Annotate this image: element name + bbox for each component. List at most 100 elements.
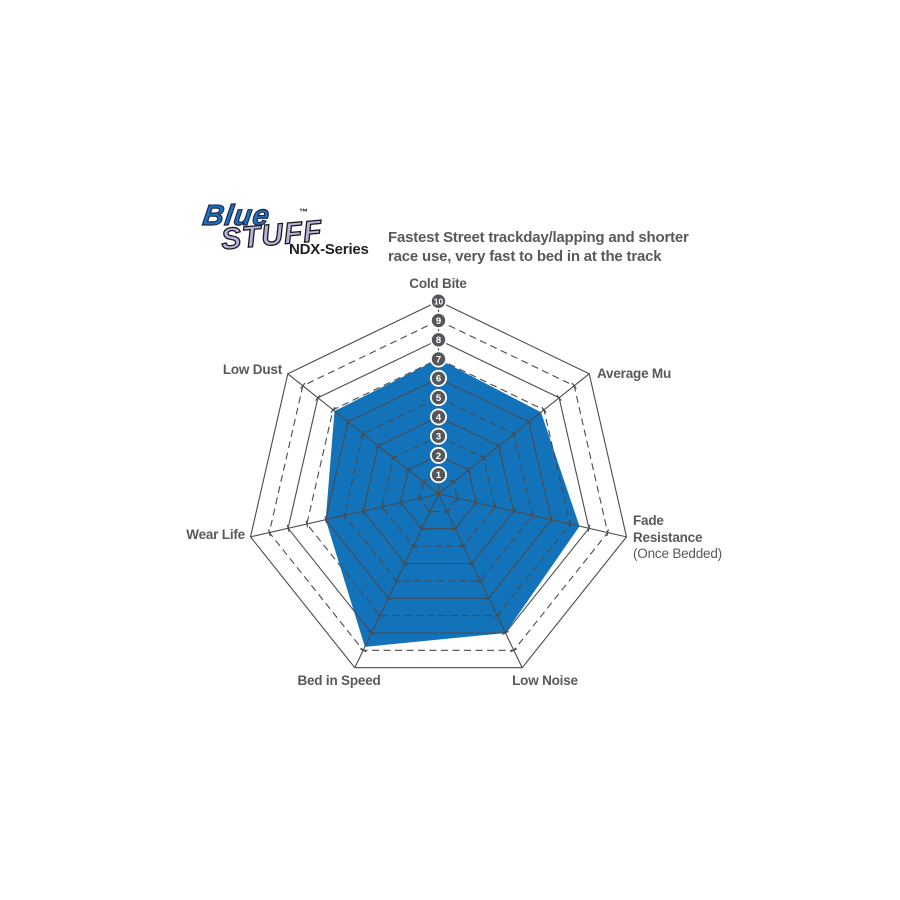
scale-badge-2: [429, 446, 447, 464]
grid-ring-10: [249, 300, 628, 669]
scale-badge-label: 1: [436, 470, 442, 481]
axis-tick: [410, 544, 417, 549]
axis-tick: [526, 418, 532, 425]
axis-tick: [315, 394, 321, 401]
axis-sublabel: (Once Bedded): [633, 546, 722, 561]
grid-ring-4: [362, 416, 515, 565]
axis-label-cold-bite: Cold Bite: [409, 276, 467, 293]
scale-badge-label: 3: [436, 432, 441, 443]
grid-ring-8: [287, 339, 590, 634]
scale-badge-label: 6: [436, 374, 441, 385]
axis-tick: [541, 406, 547, 413]
axis-tick: [343, 511, 346, 520]
axis-tick: [268, 529, 271, 537]
product-description: Fastest Street trackday/lapping and shor…: [388, 229, 689, 265]
axis-tick: [531, 511, 534, 520]
axis-label-text: Average Mu: [597, 366, 672, 381]
axis-tick: [405, 466, 411, 474]
axis-tick: [368, 630, 375, 635]
axis-tick: [493, 503, 497, 511]
axis-tick: [606, 529, 609, 537]
axis-tick: [443, 509, 451, 514]
grid-ring-9: [268, 319, 609, 651]
scale-badge-label: 9: [436, 316, 441, 327]
scale-badge-5: [429, 389, 447, 407]
grid-ring-1: [419, 474, 458, 512]
scale-badge-label: 2: [436, 451, 441, 462]
scale-badge-4: [429, 408, 447, 426]
scale-badge-3: [429, 427, 447, 445]
axis-tick: [476, 578, 484, 583]
axis-tick: [568, 520, 572, 528]
axis-tick: [485, 596, 493, 601]
axis-tick: [401, 561, 409, 566]
axis-tick: [380, 503, 384, 511]
grid-ring-5: [343, 396, 534, 582]
axis-tick: [587, 524, 591, 532]
scale-badge-label: 10: [434, 297, 444, 307]
scale-badge-label: 5: [436, 393, 442, 404]
axis-tick: [286, 524, 290, 532]
trademark-icon: ™: [299, 207, 308, 217]
axis-label-average-mu: Average Mu: [597, 366, 671, 383]
axis-tick: [426, 509, 434, 514]
axis-tick: [418, 526, 426, 531]
axis-tick: [511, 430, 517, 437]
axis-label-wear-life: Wear Life: [186, 527, 245, 544]
scale-badge-10: [429, 292, 447, 310]
axis-tick: [305, 520, 309, 528]
grid-ring-7: [306, 358, 571, 617]
axis-tick: [384, 596, 392, 601]
axis-tick: [390, 454, 396, 462]
scale-badge-6: [429, 369, 447, 387]
axis-tick: [399, 499, 403, 507]
axis-label-fade-resistance: Fade Resistance (Once Bedded): [633, 513, 722, 563]
axis-tick: [345, 418, 351, 425]
axis-tick: [359, 648, 367, 653]
axis-tick: [549, 516, 553, 524]
scale-badge-8: [429, 331, 447, 349]
series-name: NDX-Series: [289, 241, 369, 258]
axis-tick: [420, 478, 427, 486]
axis-label-text: Fade Resistance: [633, 513, 703, 545]
axis-tick: [512, 507, 516, 515]
scale-badge-label: 4: [436, 412, 442, 423]
axis-tick: [556, 394, 562, 401]
axis-tick: [330, 406, 336, 413]
grid-ring-3: [381, 435, 496, 547]
axis-label-text: Low Noise: [512, 673, 578, 688]
axis-tick: [360, 430, 366, 437]
scale-badge-1: [429, 466, 447, 484]
axis-tick: [418, 494, 422, 502]
axis-tick: [468, 561, 476, 566]
axis-tick: [455, 494, 459, 502]
scale-badge-9: [429, 311, 447, 329]
grid-ring-2: [400, 454, 477, 530]
axis-tick: [493, 613, 501, 618]
grid-ring-6: [325, 377, 552, 599]
axis-tick: [376, 613, 384, 618]
axis-tick: [375, 442, 381, 450]
axis-tick: [450, 478, 457, 486]
axis-label-text: Bed in Speed: [297, 673, 381, 688]
axis-tick: [393, 578, 401, 583]
axis-label-low-noise: Low Noise: [512, 673, 578, 690]
axis-label-text: Wear Life: [186, 527, 245, 542]
axis-tick: [502, 630, 509, 635]
axis-tick: [571, 382, 577, 389]
axis-tick: [481, 454, 487, 462]
data-polygon: [325, 359, 580, 647]
axis-tick: [466, 466, 472, 474]
axis-tick: [300, 382, 306, 389]
scale-badge-label: 8: [436, 335, 441, 346]
axis-tick: [324, 516, 328, 524]
scale-badge-7: [429, 350, 447, 368]
axis-label-bed-in-speed: Bed in Speed: [297, 673, 380, 690]
scale-badge-label: 7: [436, 354, 441, 365]
axis-label-low-dust: Low Dust: [223, 362, 282, 379]
axis-tick: [496, 442, 502, 450]
axis-tick: [460, 544, 467, 549]
axis-label-text: Cold Bite: [409, 276, 467, 291]
